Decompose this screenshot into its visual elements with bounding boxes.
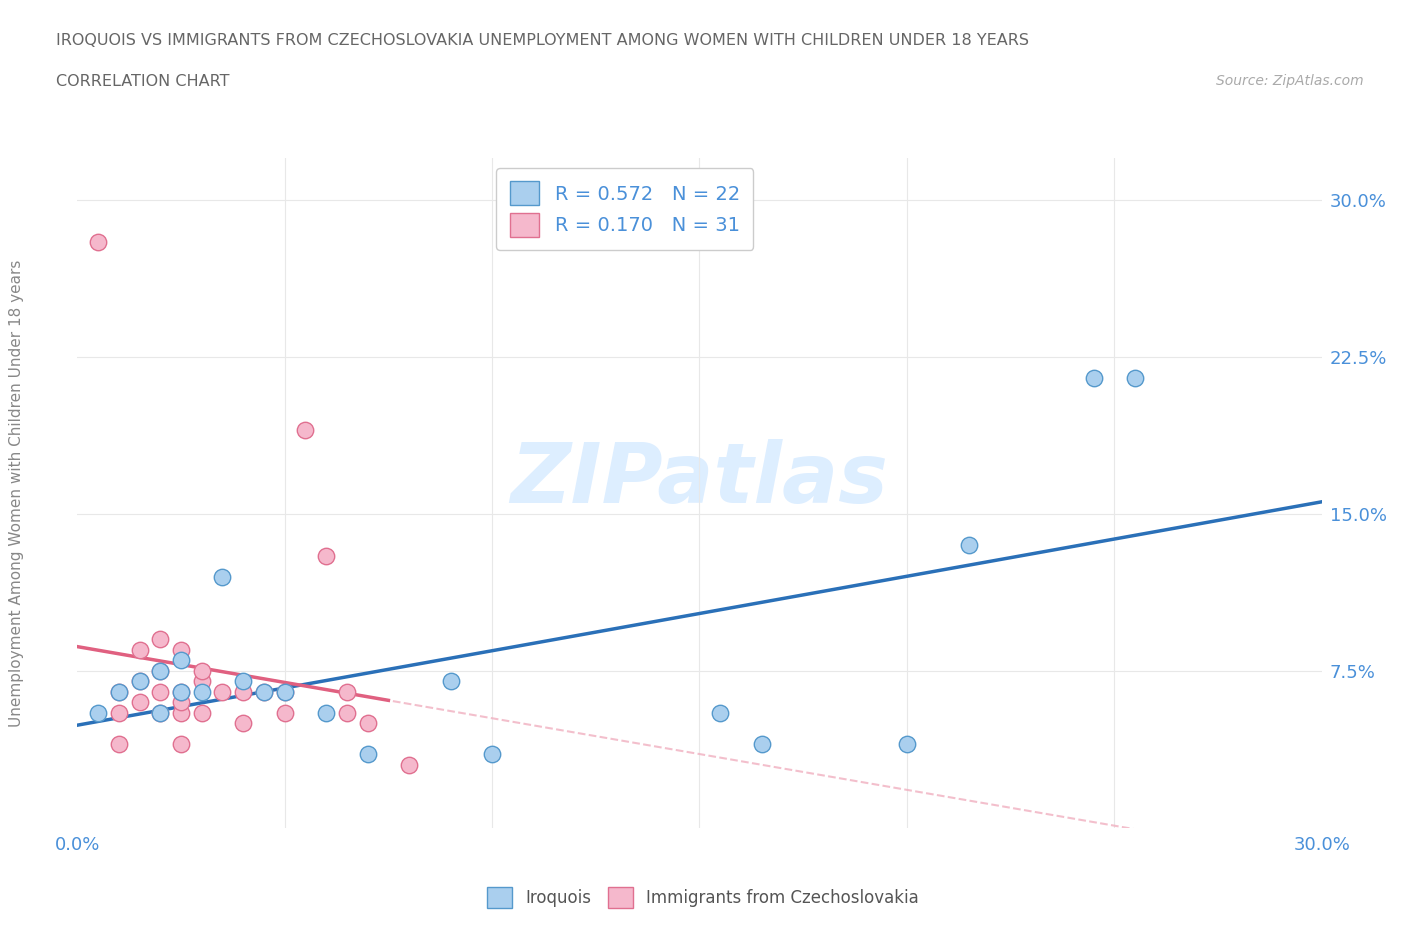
Legend: R = 0.572   N = 22, R = 0.170   N = 31: R = 0.572 N = 22, R = 0.170 N = 31 bbox=[496, 167, 754, 250]
Point bbox=[274, 684, 297, 699]
Text: ZIPatlas: ZIPatlas bbox=[510, 439, 889, 520]
Point bbox=[315, 705, 337, 720]
Point bbox=[87, 705, 110, 720]
Point bbox=[149, 684, 172, 699]
Point bbox=[211, 684, 233, 699]
Point bbox=[440, 673, 463, 688]
Point bbox=[149, 663, 172, 678]
Point bbox=[294, 422, 316, 438]
Point bbox=[87, 234, 110, 249]
Point bbox=[957, 538, 980, 552]
Point bbox=[128, 695, 150, 710]
Point bbox=[128, 643, 150, 658]
Point bbox=[170, 737, 193, 751]
Legend: Iroquois, Immigrants from Czechoslovakia: Iroquois, Immigrants from Czechoslovakia bbox=[481, 881, 925, 914]
Point bbox=[108, 684, 131, 699]
Text: CORRELATION CHART: CORRELATION CHART bbox=[56, 74, 229, 89]
Point bbox=[108, 737, 131, 751]
Point bbox=[170, 643, 193, 658]
Point bbox=[170, 684, 193, 699]
Point bbox=[336, 684, 359, 699]
Point bbox=[481, 747, 503, 762]
Point bbox=[128, 673, 150, 688]
Point bbox=[191, 673, 214, 688]
Point bbox=[253, 684, 276, 699]
Point bbox=[170, 684, 193, 699]
Point bbox=[232, 716, 254, 731]
Point bbox=[108, 705, 131, 720]
Text: Unemployment Among Women with Children Under 18 years: Unemployment Among Women with Children U… bbox=[10, 259, 24, 726]
Text: Source: ZipAtlas.com: Source: ZipAtlas.com bbox=[1216, 74, 1364, 88]
Point bbox=[751, 737, 773, 751]
Point bbox=[191, 684, 214, 699]
Point bbox=[357, 747, 380, 762]
Point bbox=[274, 684, 297, 699]
Point bbox=[274, 705, 297, 720]
Point bbox=[108, 684, 131, 699]
Point bbox=[149, 632, 172, 647]
Point bbox=[1083, 370, 1105, 385]
Point bbox=[709, 705, 731, 720]
Point bbox=[149, 705, 172, 720]
Point bbox=[896, 737, 918, 751]
Point bbox=[315, 548, 337, 563]
Point bbox=[1123, 370, 1146, 385]
Point bbox=[232, 684, 254, 699]
Point bbox=[170, 653, 193, 668]
Text: IROQUOIS VS IMMIGRANTS FROM CZECHOSLOVAKIA UNEMPLOYMENT AMONG WOMEN WITH CHILDRE: IROQUOIS VS IMMIGRANTS FROM CZECHOSLOVAK… bbox=[56, 33, 1029, 47]
Point bbox=[191, 705, 214, 720]
Point bbox=[149, 705, 172, 720]
Point bbox=[191, 663, 214, 678]
Point bbox=[211, 569, 233, 584]
Point bbox=[128, 673, 150, 688]
Point bbox=[232, 673, 254, 688]
Point bbox=[253, 684, 276, 699]
Point bbox=[170, 695, 193, 710]
Point bbox=[398, 757, 420, 772]
Point bbox=[149, 663, 172, 678]
Point bbox=[170, 705, 193, 720]
Point bbox=[336, 705, 359, 720]
Point bbox=[357, 716, 380, 731]
